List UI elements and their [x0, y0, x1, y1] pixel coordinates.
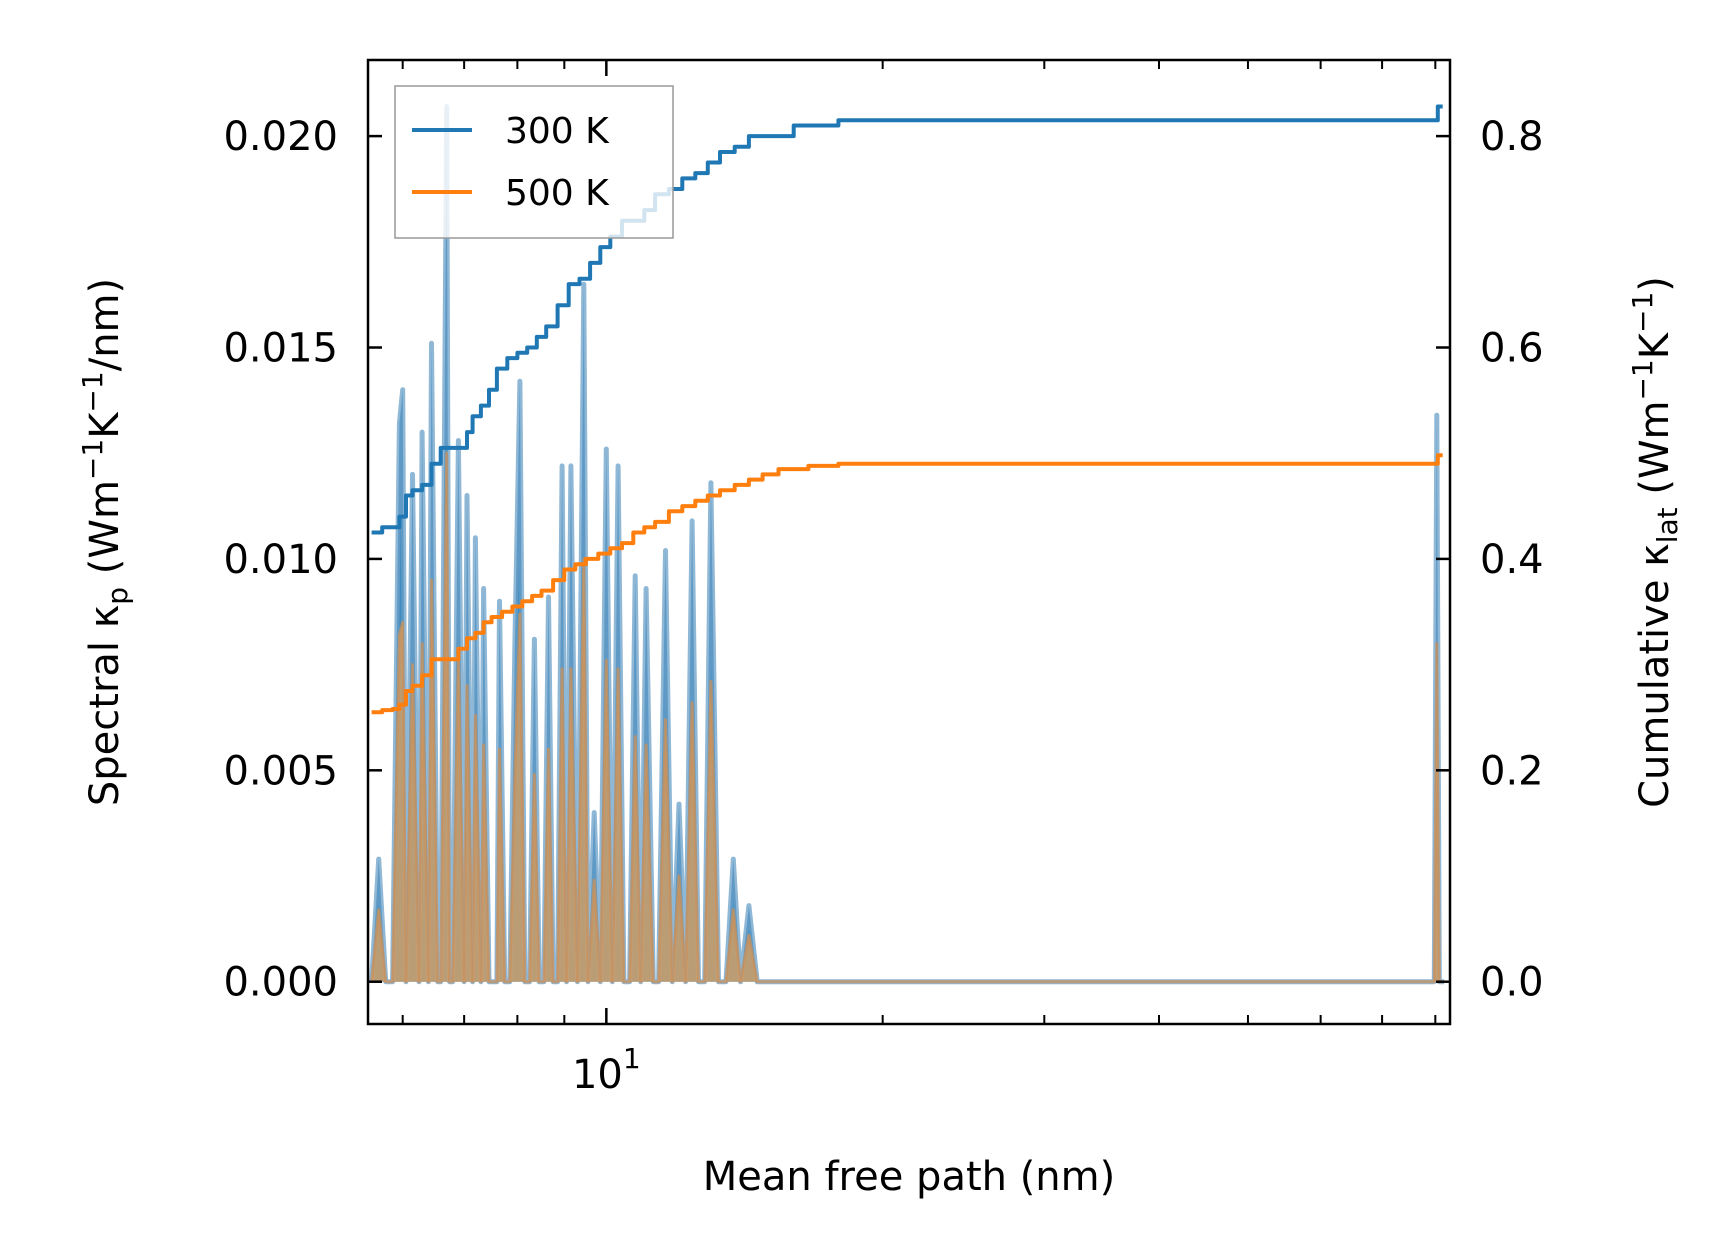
plot-area — [369, 104, 1445, 985]
legend: 300 K 500 K — [394, 85, 674, 239]
x-axis-label: Mean free path (nm) — [703, 1154, 1115, 1200]
cumulative-line-500k — [371, 453, 1443, 715]
y-left-tick-label: 0.005 — [223, 748, 338, 794]
legend-label-500k: 500 K — [505, 173, 610, 214]
y-right-tick-label: 0.6 — [1480, 326, 1544, 372]
legend-frame — [394, 85, 674, 239]
y-axis-label-left: Spectral κp (Wm−1K−1/nm) — [76, 278, 134, 806]
y-right-tick-label: 0.0 — [1480, 960, 1544, 1006]
y-right-tick-label: 0.8 — [1480, 114, 1544, 160]
spectral-layer — [369, 104, 1445, 985]
y-left-tick-label: 0.000 — [223, 960, 338, 1006]
ticks-layer: 0.000 0.005 0.010 0.015 0.020 0.0 0.2 0.4 0.6 0.8 — [223, 60, 1544, 1024]
cumulative-line-300k — [371, 104, 1443, 535]
x-tick-label-10: 101 — [572, 1042, 641, 1098]
spectral-line-500k — [370, 451, 1445, 984]
legend-label-300k: 300 K — [505, 111, 610, 152]
cumulative-layer — [371, 104, 1443, 715]
y-left-tick-label: 0.010 — [223, 537, 338, 583]
y-right-tick-label: 0.4 — [1480, 537, 1544, 583]
y-left-tick-label: 0.020 — [223, 114, 338, 160]
plot-frame — [366, 58, 1452, 1026]
y-right-tick-label: 0.2 — [1480, 748, 1544, 794]
y-axis-label-right: Cumulative κlat (Wm−1K−1) — [1626, 276, 1684, 808]
y-left-tick-label: 0.015 — [223, 326, 338, 372]
